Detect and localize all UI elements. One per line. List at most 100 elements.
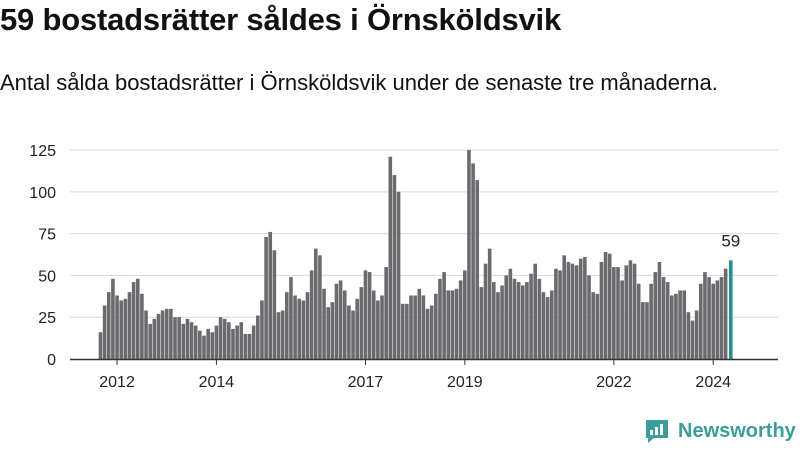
bar	[405, 303, 409, 359]
chart-subtitle: Antal sålda bostadsrätter i Örnsköldsvik…	[0, 70, 718, 95]
bar	[392, 175, 397, 359]
axes: 0 25 50 75 100 125 59 2012 2014 2017 2019 2022 2024	[29, 143, 778, 391]
bar	[607, 253, 612, 359]
bars	[98, 150, 733, 359]
bar	[148, 323, 152, 359]
bar	[177, 317, 181, 359]
bar	[318, 255, 322, 359]
bar	[231, 328, 235, 359]
x-tick-label: 2012	[99, 374, 135, 391]
bar	[198, 330, 202, 359]
newsworthy-icon	[646, 420, 668, 443]
bar	[711, 283, 716, 359]
bar	[334, 283, 339, 359]
bar	[123, 298, 128, 359]
bar	[504, 275, 509, 359]
bar	[479, 287, 484, 359]
bar	[525, 282, 529, 359]
bar	[181, 323, 186, 359]
y-tick-label: 25	[38, 310, 56, 327]
highlight-bar	[728, 260, 733, 359]
bar	[520, 285, 525, 359]
bar	[380, 295, 384, 359]
bar	[703, 272, 707, 359]
y-tick-label: 50	[38, 268, 56, 285]
bar	[289, 277, 293, 359]
bar	[541, 292, 546, 359]
bar	[363, 270, 368, 359]
bar	[251, 325, 256, 359]
bar	[599, 262, 604, 359]
bar	[624, 265, 629, 359]
bar	[144, 310, 148, 359]
bar	[628, 260, 633, 359]
bar	[206, 328, 210, 359]
newsworthy-logo: Newsworthy	[644, 418, 796, 444]
bar	[409, 295, 413, 359]
bar	[313, 248, 318, 359]
bar	[487, 248, 492, 359]
bar	[483, 263, 488, 359]
bar	[239, 322, 244, 359]
y-tick-label: 75	[38, 227, 56, 244]
bar	[512, 278, 517, 359]
bar	[115, 295, 119, 359]
bar	[657, 262, 662, 359]
bar	[562, 255, 566, 359]
bar	[719, 277, 724, 359]
bar	[260, 300, 264, 359]
bar	[280, 310, 285, 359]
bar	[554, 268, 558, 359]
bar	[164, 308, 169, 359]
bar	[699, 283, 703, 359]
bar	[376, 300, 380, 359]
bar	[235, 325, 239, 359]
bar	[173, 317, 177, 359]
bar	[152, 318, 157, 359]
bar	[715, 280, 720, 359]
grid-lines	[70, 149, 778, 318]
bar	[227, 322, 231, 359]
bar	[508, 268, 513, 359]
x-tick-label: 2024	[695, 374, 731, 391]
bar	[475, 180, 480, 359]
bar	[537, 278, 542, 359]
bar	[305, 292, 310, 359]
bar	[301, 300, 306, 359]
bar	[549, 290, 554, 359]
bar	[351, 310, 355, 359]
bar	[189, 322, 194, 359]
bar	[417, 288, 422, 359]
bar	[193, 325, 198, 359]
bar	[214, 325, 219, 359]
bar	[102, 305, 107, 359]
y-tick-label: 100	[29, 185, 56, 202]
bar	[574, 265, 579, 359]
bar	[140, 293, 144, 359]
bar	[384, 267, 388, 359]
x-tick-label: 2019	[447, 374, 483, 391]
y-tick-label: 0	[47, 352, 56, 369]
bar	[653, 272, 658, 359]
bar	[665, 282, 670, 359]
bar	[293, 295, 297, 359]
bar	[587, 275, 591, 359]
bar	[256, 315, 260, 359]
bar	[222, 318, 227, 359]
bar	[425, 308, 430, 359]
bar	[458, 280, 463, 359]
bar	[309, 270, 314, 359]
bar	[558, 270, 562, 359]
bar	[131, 282, 136, 359]
bar	[446, 290, 451, 359]
bar	[583, 257, 587, 359]
bar	[649, 283, 653, 359]
bar	[645, 302, 649, 359]
bar	[682, 290, 687, 359]
bar	[127, 292, 132, 359]
bar	[690, 320, 695, 359]
bar	[429, 305, 434, 359]
highlight-label: 59	[721, 231, 740, 250]
bar	[276, 312, 281, 359]
bar	[218, 317, 223, 359]
